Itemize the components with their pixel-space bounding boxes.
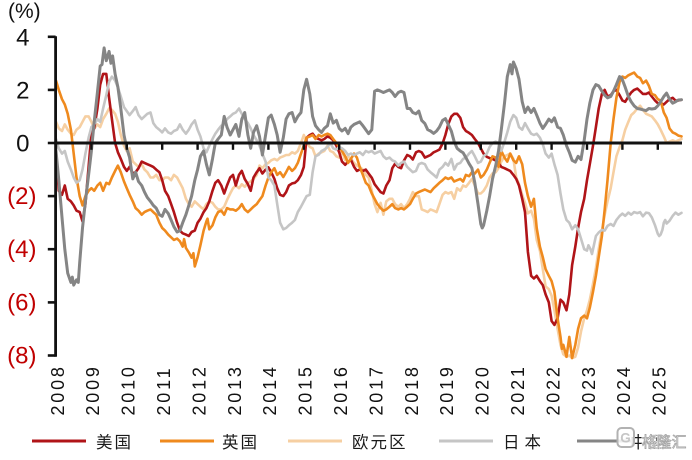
svg-text:2017: 2017	[366, 364, 386, 415]
svg-text:2021: 2021	[508, 364, 528, 415]
svg-text:中国: 中国	[630, 433, 667, 452]
svg-text:4: 4	[16, 24, 29, 51]
svg-text:2023: 2023	[579, 364, 599, 415]
svg-text:日本: 日本	[503, 433, 546, 452]
svg-text:2009: 2009	[83, 364, 103, 415]
svg-text:(4): (4)	[7, 236, 36, 263]
svg-text:(6): (6)	[7, 289, 36, 316]
svg-text:2025: 2025	[650, 364, 670, 415]
svg-text:(2): (2)	[7, 183, 36, 210]
svg-text:0: 0	[16, 131, 29, 158]
svg-text:2022: 2022	[543, 364, 563, 415]
svg-text:2011: 2011	[154, 366, 174, 416]
svg-text:2020: 2020	[473, 364, 493, 415]
svg-text:2015: 2015	[296, 364, 316, 415]
svg-text:G: G	[620, 431, 631, 446]
svg-text:格隆汇: 格隆汇	[642, 434, 687, 451]
svg-text:2010: 2010	[119, 364, 139, 415]
svg-text:(%): (%)	[8, 0, 41, 23]
svg-text:格隆汇: 格隆汇	[642, 434, 687, 451]
svg-text:2019: 2019	[437, 364, 457, 415]
svg-text:2016: 2016	[331, 364, 351, 415]
svg-text:(8): (8)	[7, 343, 36, 370]
svg-text:2024: 2024	[614, 364, 634, 415]
svg-text:美国: 美国	[96, 433, 133, 452]
svg-text:2012: 2012	[189, 364, 209, 415]
svg-text:2018: 2018	[402, 364, 422, 415]
svg-text:2014: 2014	[260, 364, 280, 415]
svg-text:2013: 2013	[225, 364, 245, 415]
svg-text:2008: 2008	[48, 364, 68, 415]
svg-text:英国: 英国	[222, 433, 259, 452]
svg-text:欧元区: 欧元区	[352, 433, 408, 452]
svg-text:2: 2	[16, 78, 29, 105]
